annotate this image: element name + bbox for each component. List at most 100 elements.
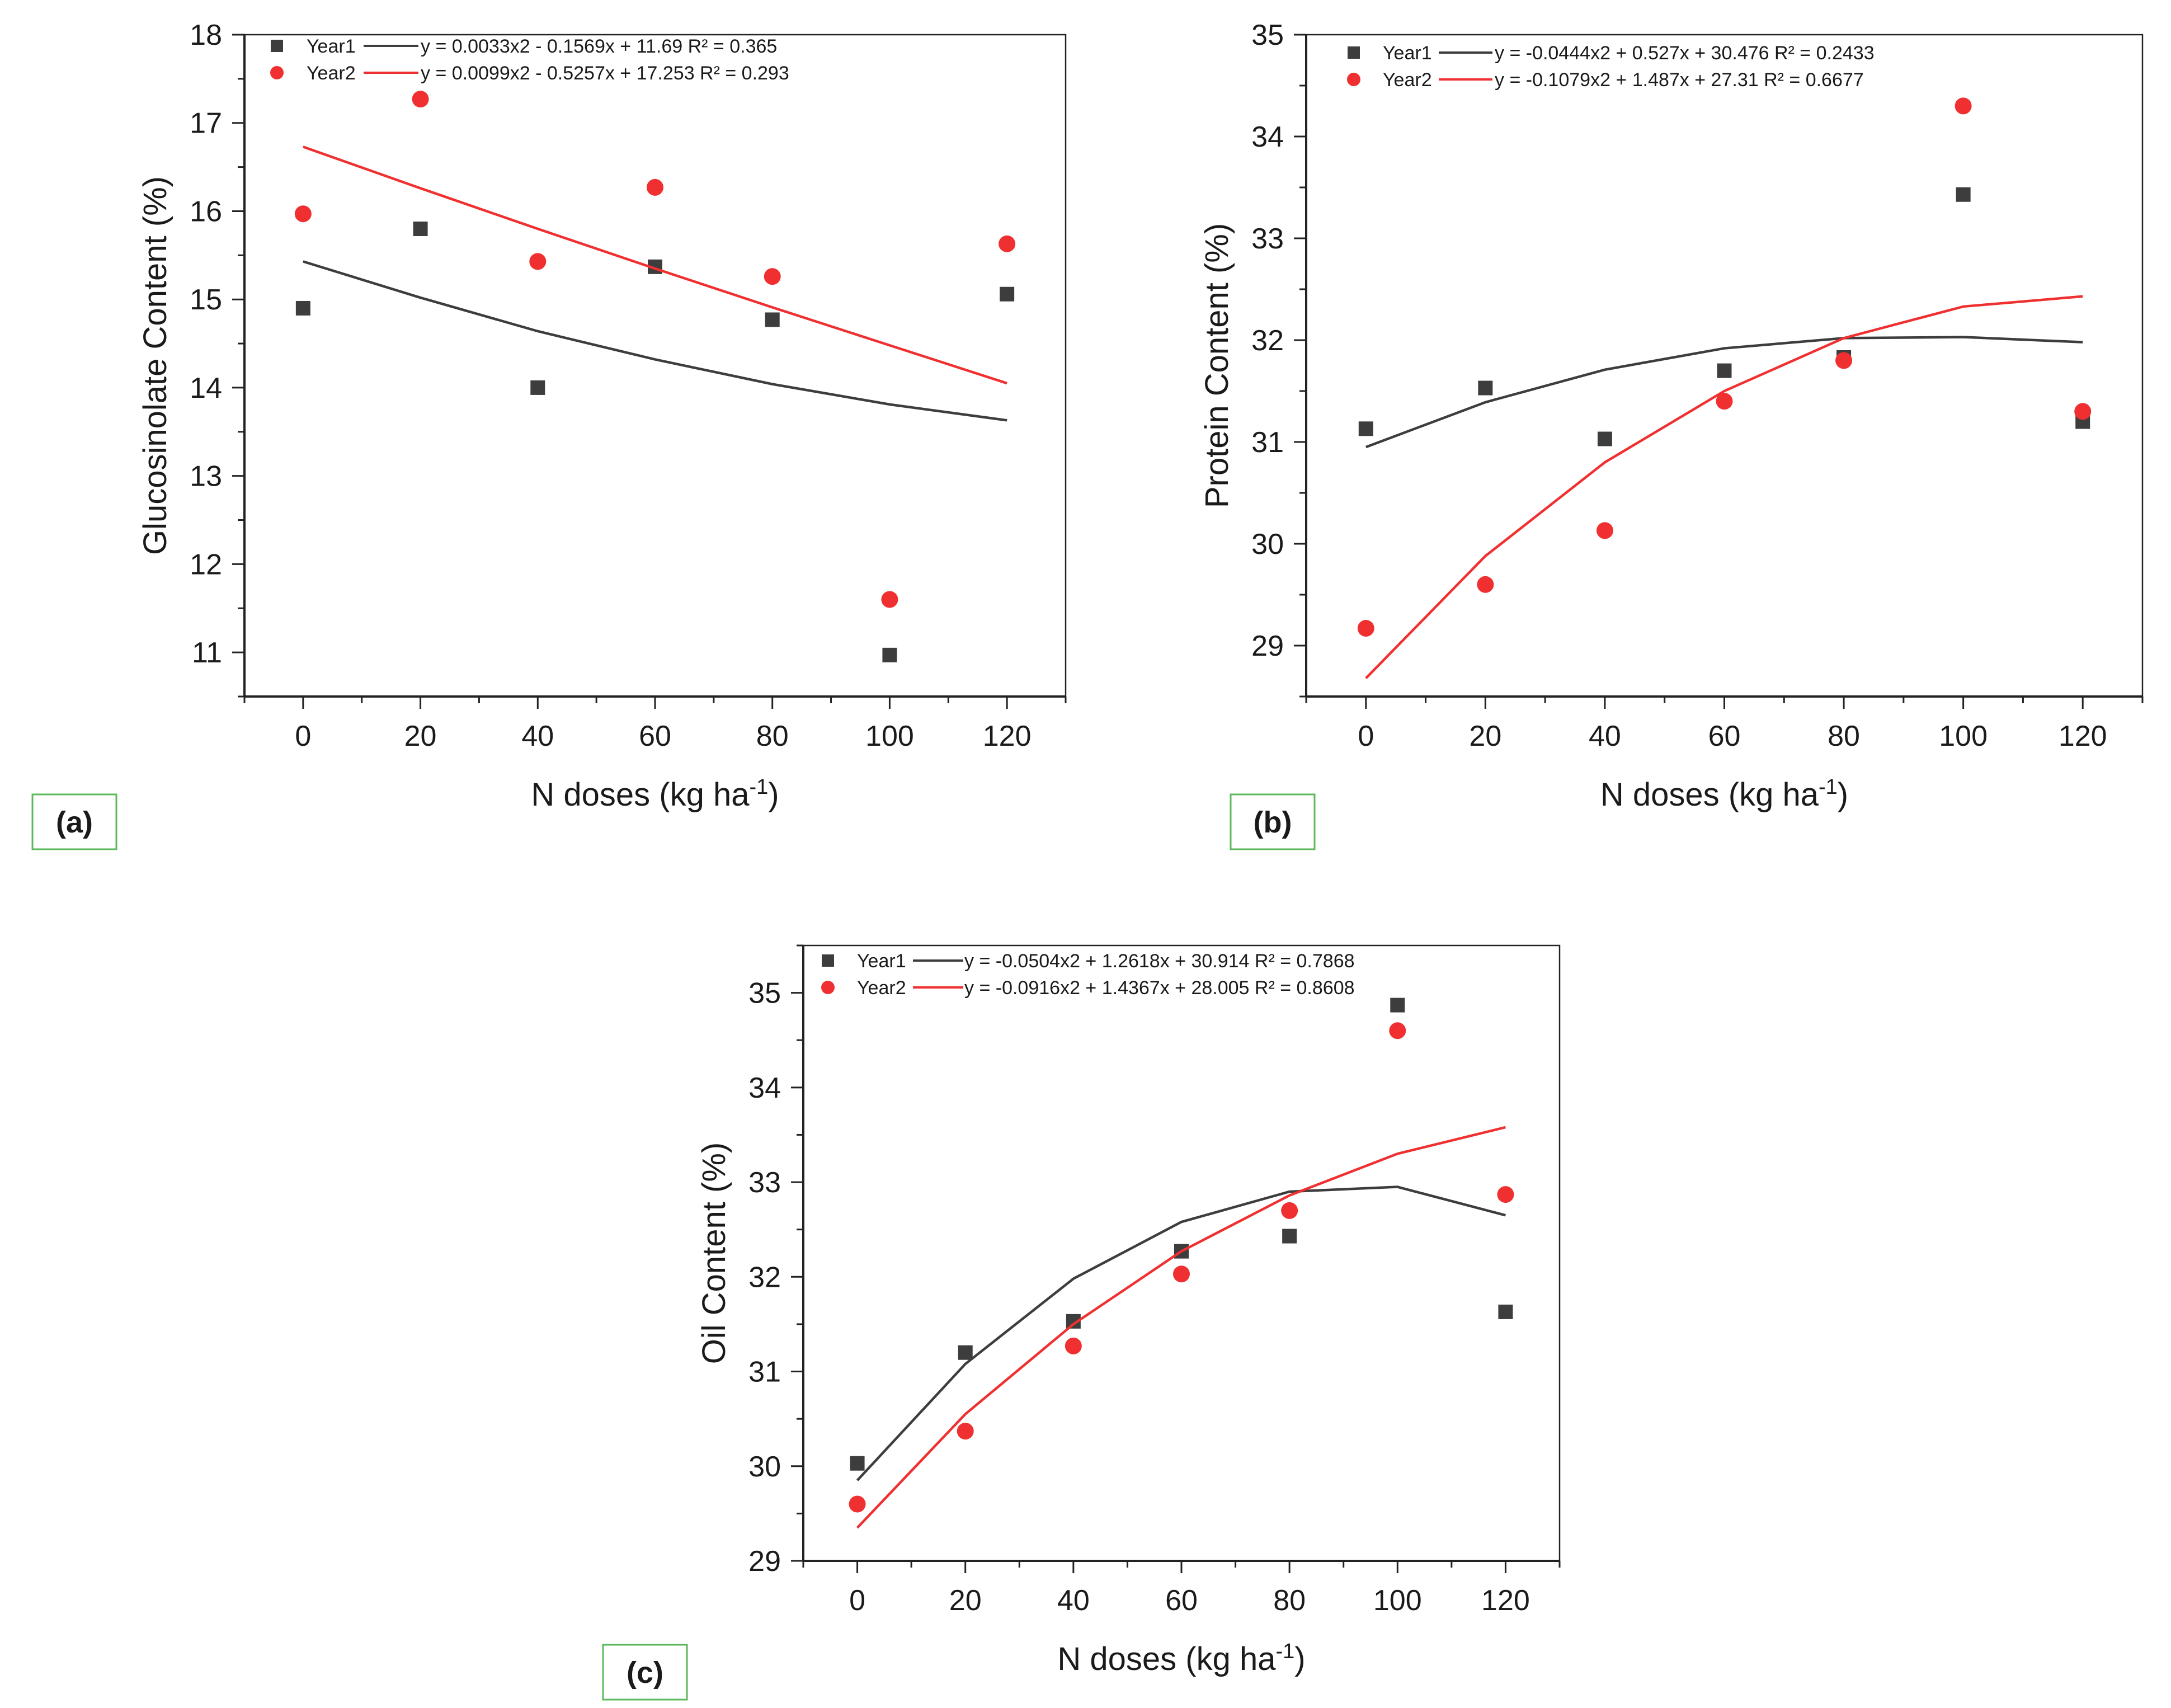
year2-point: [647, 178, 663, 196]
year1-point: [1956, 187, 1971, 202]
year2-point: [294, 205, 312, 223]
y-axis-title: Oil Content (%): [696, 1142, 732, 1364]
x-axis-title: N doses (kg ha-1): [1600, 775, 1848, 813]
legend-equation: y = -0.0916x2 + 1.4367x + 28.005 R² = 0.…: [964, 977, 1355, 999]
x-tick-label: 20: [1469, 720, 1501, 752]
x-tick-label: 120: [2059, 720, 2107, 752]
panel-tag-label: (b): [1254, 806, 1292, 839]
panel-tag-box: [1230, 793, 1316, 850]
legend-marker: [1348, 46, 1360, 59]
year2-point: [412, 91, 429, 108]
x-tick-label: 60: [1165, 1584, 1198, 1617]
year1-fit-curve: [1365, 336, 2083, 449]
y-axis-title: Glucosinolate Content (%): [137, 176, 173, 555]
y-tick-label: 15: [190, 284, 222, 316]
legend-equation: y = 0.0099x2 - 0.5257x + 17.253 R² = 0.2…: [421, 63, 789, 84]
y-axis-title: Protein Content (%): [1199, 223, 1235, 508]
year1-point: [413, 222, 428, 237]
y-tick-label: 14: [190, 372, 222, 404]
x-tick-label: 80: [1828, 720, 1860, 752]
x-axis-title: N doses (kg ha-1): [1057, 1640, 1305, 1677]
year2-point: [1389, 1022, 1406, 1039]
legend-series-name: Year2: [1383, 69, 1432, 91]
x-tick-label: 40: [1057, 1584, 1090, 1617]
y-tick-label: 30: [1251, 528, 1284, 561]
y-tick-label: 35: [748, 977, 781, 1010]
y-tick-label: 18: [190, 19, 222, 51]
x-axis-title: N doses (kg ha-1): [531, 775, 779, 813]
y-tick-label: 31: [1251, 426, 1284, 459]
year2-point: [529, 253, 547, 270]
y-tick-label: 31: [748, 1356, 781, 1389]
year1-point: [882, 647, 897, 662]
legend-equation: y = -0.0444x2 + 0.527x + 30.476 R² = 0.2…: [1495, 43, 1875, 64]
year1-point: [530, 380, 545, 395]
x-tick-label: 40: [521, 720, 554, 752]
panel-tag-box: [31, 793, 117, 850]
legend-marker: [270, 66, 284, 79]
legend-equation: y = 0.0033x2 - 0.1569x + 11.69 R² = 0.36…: [421, 36, 777, 57]
year1-point: [850, 1456, 865, 1471]
legend-marker: [271, 40, 283, 52]
year1-point: [765, 312, 780, 327]
year2-point: [1955, 97, 1972, 115]
y-tick-label: 11: [192, 637, 222, 669]
y-tick-label: 29: [1251, 630, 1284, 662]
year2-fit-curve: [1365, 295, 2083, 679]
y-tick-label: 33: [1251, 223, 1284, 255]
year2-point: [1281, 1202, 1298, 1219]
year2-point: [999, 235, 1016, 252]
y-tick-label: 16: [190, 195, 222, 228]
x-tick-label: 0: [1358, 720, 1374, 752]
year2-point: [849, 1495, 866, 1513]
x-tick-label: 0: [849, 1584, 865, 1617]
panel-tag-box: [602, 1644, 688, 1701]
year2-point: [764, 268, 781, 285]
year1-point: [1498, 1304, 1513, 1319]
year2-fit-curve: [856, 1126, 1506, 1529]
year2-point: [1477, 576, 1494, 593]
year2-point: [1835, 352, 1853, 369]
x-tick-label: 60: [639, 720, 671, 752]
legend-series-name: Year2: [307, 63, 356, 84]
panel-c-oil-chart: 0 20 40 60 80 100 120 29 30 31 32 33 34 35 N doses (kg…: [602, 944, 1561, 1701]
x-tick-label: 120: [983, 720, 1032, 752]
x-tick-label: 100: [1939, 720, 1988, 752]
x-tick-label: 0: [295, 720, 311, 752]
panel-tag-label: (a): [56, 806, 93, 839]
year1-point: [1282, 1229, 1297, 1244]
y-tick-label: 17: [190, 107, 222, 140]
legend-series-name: Year1: [857, 951, 906, 972]
year2-point: [1065, 1337, 1082, 1354]
year1-point: [1000, 286, 1015, 302]
year1-point: [1597, 431, 1612, 446]
panel-a-glucosinolate-chart: 0 20 40 60 80 100 120 11 12 13 14 15 16 17 18 N doses (…: [31, 19, 1067, 850]
year2-point: [1357, 620, 1374, 637]
legend-marker: [822, 954, 834, 967]
x-tick-label: 80: [756, 720, 789, 752]
y-tick-label: 29: [748, 1545, 781, 1578]
year1-point: [1717, 363, 1732, 378]
year2-point: [2074, 403, 2092, 420]
year2-point: [1173, 1265, 1190, 1283]
legend-equation: y = -0.0504x2 + 1.2618x + 30.914 R² = 0.…: [964, 951, 1355, 972]
y-tick-label: 30: [748, 1451, 781, 1483]
y-tick-label: 12: [190, 548, 222, 581]
y-tick-label: 35: [1251, 19, 1284, 51]
y-tick-label: 34: [748, 1072, 781, 1104]
year2-point: [1497, 1186, 1514, 1203]
x-tick-label: 60: [1708, 720, 1741, 752]
year2-point: [1596, 522, 1613, 539]
year1-point: [295, 300, 310, 316]
legend-marker: [1347, 73, 1360, 86]
y-tick-label: 32: [1251, 324, 1284, 357]
year1-fit-curve: [856, 1185, 1506, 1481]
legend-series-name: Year1: [307, 36, 356, 57]
x-tick-label: 100: [865, 720, 914, 752]
panel-tag-label: (c): [627, 1656, 663, 1690]
year1-point: [1478, 380, 1493, 396]
year2-point: [957, 1423, 974, 1440]
y-tick-label: 32: [748, 1261, 781, 1293]
y-tick-label: 13: [190, 460, 222, 493]
x-tick-label: 100: [1373, 1584, 1422, 1617]
